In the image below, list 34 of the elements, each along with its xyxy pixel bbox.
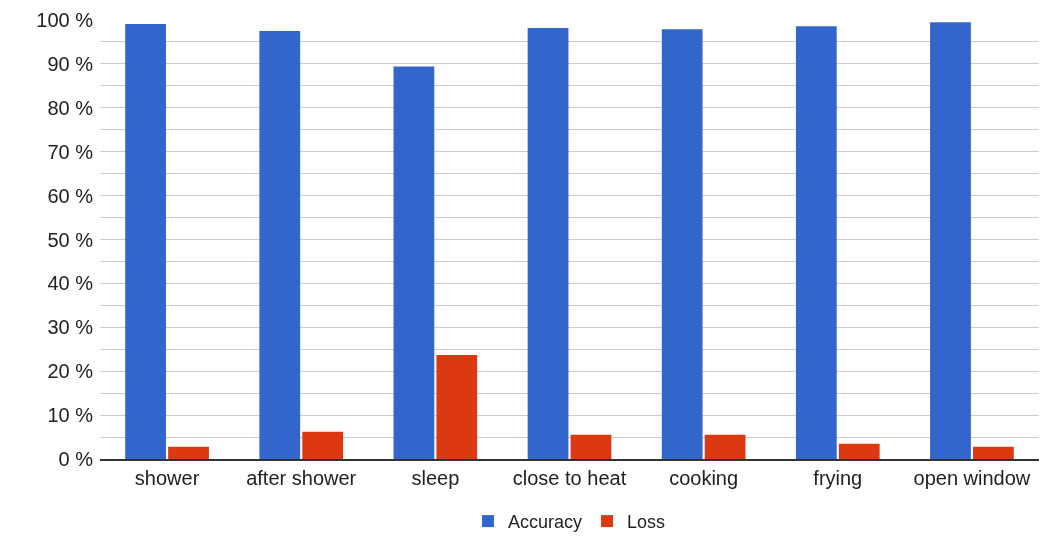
bar [259, 30, 301, 459]
x-tick-label: cooking [669, 467, 739, 489]
bar [168, 446, 209, 459]
y-tick-label: 60 % [47, 184, 94, 207]
y-tick-label: 0 % [58, 448, 94, 470]
x-tick-label: after shower [246, 467, 357, 489]
y-tick-label: 30 % [47, 316, 94, 339]
y-tick-label: 80 % [47, 96, 94, 119]
bar [661, 29, 703, 459]
y-tick-label: 90 % [47, 52, 94, 75]
y-tick-label: 10 % [47, 404, 94, 427]
bar [930, 22, 971, 459]
bar [393, 66, 435, 459]
x-tick-label: close to heat [512, 467, 627, 489]
y-tick-label: 70 % [47, 140, 94, 163]
bar [838, 443, 880, 459]
bar [436, 354, 478, 459]
y-tick-label: 50 % [47, 228, 94, 251]
legend-label: Accuracy [508, 512, 583, 533]
x-tick-label: sleep [411, 467, 460, 489]
bar [527, 27, 569, 459]
legend-label: Loss [627, 512, 666, 533]
bar [302, 431, 344, 459]
bar [795, 26, 837, 459]
y-tick-label: 20 % [47, 360, 94, 383]
bar [704, 434, 746, 459]
bar [973, 446, 1014, 459]
x-tick-label: shower [134, 467, 200, 489]
x-tick-label: frying [813, 467, 863, 489]
bar [570, 434, 612, 459]
bar [125, 23, 166, 459]
y-tick-label: 40 % [47, 272, 94, 295]
x-tick-label: open window [913, 467, 1031, 489]
y-tick-label: 100 % [36, 9, 94, 31]
